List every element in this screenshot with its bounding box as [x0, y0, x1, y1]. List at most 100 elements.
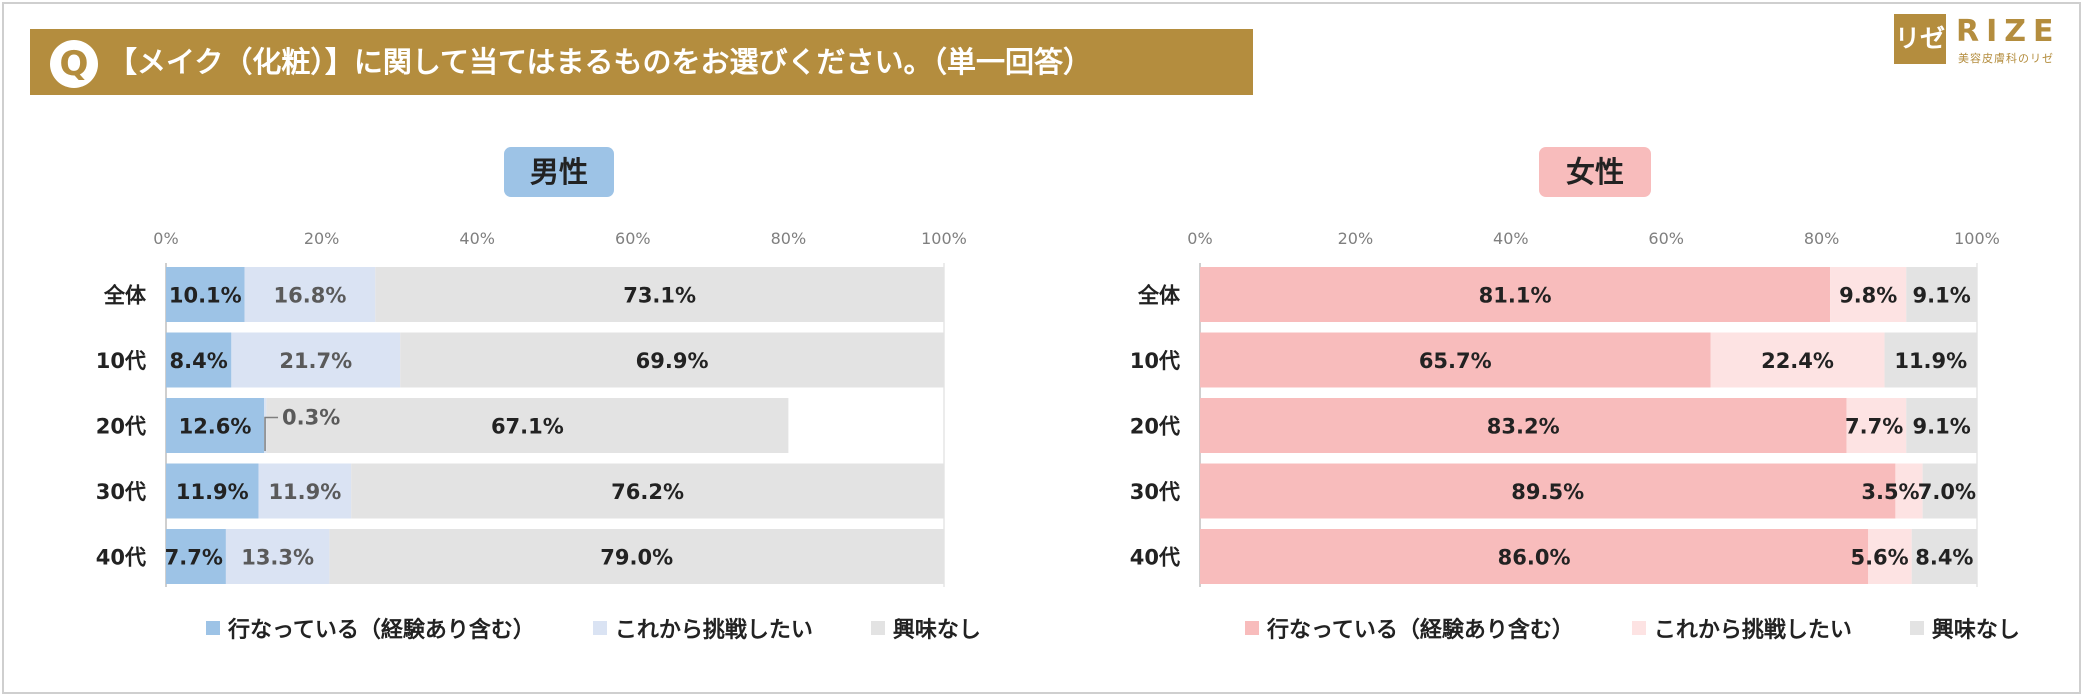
bar-segment-doing-male: [166, 463, 259, 519]
legend-swatch-no-interest: [870, 621, 885, 635]
category-label-female: 10代: [1130, 349, 1180, 373]
category-label-male: 10代: [96, 349, 146, 373]
legend-item-no-interest: 興味なし: [1909, 612, 2020, 644]
legend-male: 行なっている（経験あり含む） これから挑戦したい 興味なし: [206, 612, 1039, 644]
x-tick-label-female: 60%: [1648, 229, 1684, 248]
x-tick-label-male: 20%: [304, 229, 340, 248]
category-label-male: 30代: [96, 480, 146, 504]
legend-label-doing: 行なっている（経験あり含む）: [228, 618, 535, 643]
data-label-doing-male: 8.4%: [170, 349, 228, 373]
data-label-no-interest-male: 76.2%: [611, 480, 684, 504]
bar-segment-no-interest-female: [1906, 267, 1977, 322]
data-label-no-interest-female: 7.0%: [1918, 480, 1976, 504]
data-label-want-to-try-female: 7.7%: [1845, 415, 1903, 439]
category-label-female: 30代: [1130, 480, 1180, 504]
data-label-doing-female: 86.0%: [1498, 546, 1571, 570]
data-label-no-interest-female: 9.1%: [1913, 415, 1971, 439]
data-label-want-to-try-female: 9.8%: [1839, 284, 1897, 308]
question-text: 【メイク（化粧）】に関して当てはまるものをお選びください。（単一回答）: [108, 45, 1092, 79]
rize-logo-subtitle: 美容皮膚科のリゼ: [1958, 52, 2054, 65]
category-label-male: 全体: [103, 284, 147, 308]
legend-label-no-interest: 興味なし: [1931, 618, 2020, 643]
bar-segment-no-interest-male: [329, 529, 944, 584]
category-label-female: 40代: [1130, 546, 1180, 570]
x-tick-label-male: 100%: [921, 229, 967, 248]
legend-label-doing: 行なっている（経験あり含む）: [1267, 618, 1574, 643]
category-label-female: 20代: [1130, 415, 1180, 439]
data-label-want-to-try-male: 16.8%: [274, 284, 347, 308]
legend-item-want-to-try: これから挑戦したい: [592, 612, 813, 644]
x-tick-label-male: 60%: [615, 229, 651, 248]
bar-segment-doing-female: [1200, 529, 1869, 584]
bar-segment-want-to-try-female: [1710, 332, 1885, 388]
x-tick-label-male: 40%: [459, 229, 495, 248]
bar-segment-doing-female: [1200, 463, 1896, 519]
chart-title-male: 男性: [504, 147, 614, 197]
category-label-male: 40代: [96, 546, 146, 570]
legend-label-no-interest: 興味なし: [892, 618, 981, 643]
data-label-want-to-try-male: 13.3%: [241, 546, 314, 570]
data-label-no-interest-male: 69.9%: [636, 349, 709, 373]
rize-logo-mark: リゼ: [1894, 14, 1946, 64]
data-label-no-interest-female: 8.4%: [1915, 546, 1973, 570]
x-tick-label-female: 80%: [1804, 229, 1840, 248]
legend-swatch-doing: [206, 621, 220, 635]
bar-segment-want-to-try-male: [225, 529, 330, 584]
legend-item-want-to-try: これから挑戦したい: [1631, 612, 1852, 644]
x-tick-label-male: 80%: [771, 229, 807, 248]
x-tick-label-female: 40%: [1493, 229, 1529, 248]
legend-swatch-doing: [1245, 621, 1259, 635]
bar-segment-doing-male: [166, 267, 245, 322]
data-label-no-interest-male: 67.1%: [491, 415, 564, 439]
legend-swatch-want-to-try: [1631, 621, 1646, 635]
data-label-doing-male: 7.7%: [165, 546, 223, 570]
data-label-doing-female: 83.2%: [1487, 415, 1560, 439]
legend-item-doing: 行なっている（経験あり含む）: [1245, 612, 1574, 644]
bar-segment-doing-male: [166, 332, 232, 388]
bar-segment-doing-male: [166, 398, 265, 453]
bar-segment-want-to-try-female: [1846, 398, 1907, 453]
data-label-want-to-try-female: 3.5%: [1861, 480, 1919, 504]
data-label-doing-male: 12.6%: [179, 415, 252, 439]
question-banner: [30, 29, 1253, 95]
x-tick-label-female: 100%: [1954, 229, 2000, 248]
legend-label-want-to-try: これから挑戦したい: [614, 618, 813, 643]
bar-segment-want-to-try-female: [1895, 463, 1923, 519]
category-label-male: 20代: [96, 415, 146, 439]
leader-line-male: [264, 416, 279, 451]
bar-segment-no-interest-female: [1922, 463, 1977, 519]
legend-item-no-interest: 興味なし: [870, 612, 981, 644]
data-label-doing-female: 89.5%: [1511, 480, 1584, 504]
data-label-doing-male: 10.1%: [169, 284, 242, 308]
data-label-doing-female: 81.1%: [1479, 284, 1552, 308]
bar-segment-no-interest-male: [266, 398, 789, 453]
bar-segment-no-interest-female: [1906, 398, 1977, 453]
bar-segment-doing-female: [1200, 398, 1847, 453]
chart-title-female: 女性: [1539, 147, 1651, 197]
bar-segment-want-to-try-female: [1830, 267, 1907, 322]
x-tick-label-female: 20%: [1338, 229, 1374, 248]
bar-segment-no-interest-male: [400, 332, 945, 388]
legend-swatch-no-interest: [1909, 621, 1924, 635]
data-label-want-to-try-male: 11.9%: [268, 480, 341, 504]
legend-female: 行なっている（経験あり含む） これから挑戦したい 興味なし: [1245, 612, 2078, 644]
data-label-want-to-try-male: 21.7%: [279, 349, 352, 373]
bar-segment-want-to-try-male: [244, 267, 376, 322]
legend-swatch-want-to-try: [592, 621, 607, 635]
bar-segment-no-interest-male: [375, 267, 945, 322]
legend-label-want-to-try: これから挑戦したい: [1653, 618, 1852, 643]
data-label-no-interest-female: 11.9%: [1894, 349, 1967, 373]
legend-item-doing: 行なっている（経験あり含む）: [206, 612, 535, 644]
bar-segment-doing-male: [166, 529, 226, 584]
bar-segment-want-to-try-female: [1868, 529, 1912, 584]
data-label-want-to-try-female: 5.6%: [1850, 546, 1908, 570]
bar-segment-want-to-try-male: [231, 332, 401, 388]
data-label-want-to-try-male: 0.3%: [282, 406, 340, 430]
bar-segment-want-to-try-male: [258, 463, 352, 519]
q-icon: Q: [50, 40, 98, 88]
data-label-no-interest-female: 9.1%: [1913, 284, 1971, 308]
bar-segment-no-interest-male: [351, 463, 944, 519]
data-label-no-interest-male: 73.1%: [623, 284, 696, 308]
rize-logo-word: RIZE: [1956, 14, 2061, 49]
